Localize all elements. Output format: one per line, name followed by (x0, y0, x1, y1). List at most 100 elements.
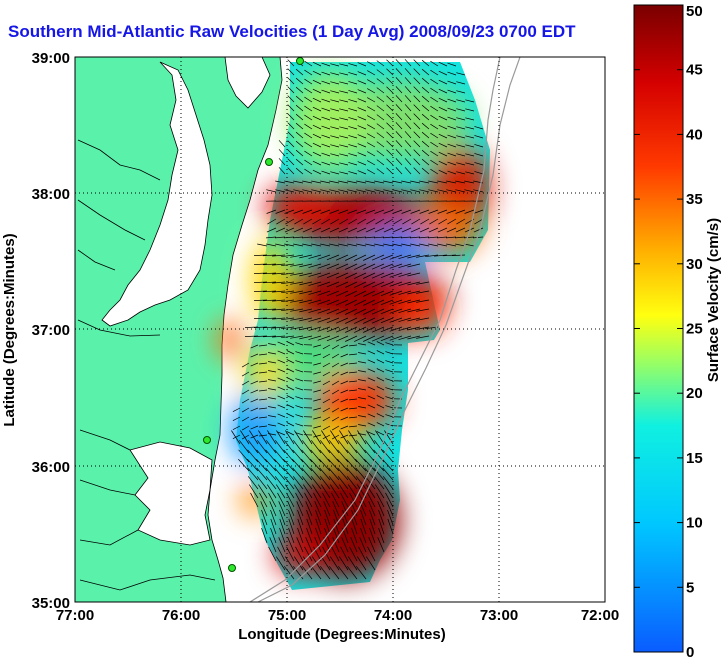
velocity-arrow (266, 189, 277, 193)
velocity-arrow (330, 99, 340, 103)
velocity-arrow (395, 95, 403, 103)
velocity-arrow (398, 326, 412, 332)
velocity-arrow (386, 131, 394, 139)
velocity-arrow (359, 537, 367, 553)
velocity-arrow (349, 380, 358, 383)
velocity-arrow (395, 131, 403, 139)
velocity-arrow (304, 114, 313, 121)
velocity-arrow (357, 556, 367, 571)
velocity-arrow (295, 158, 304, 166)
velocity-arrow (376, 422, 385, 427)
y-tick-label: 35:00 (32, 595, 70, 612)
velocity-arrow (326, 254, 340, 261)
velocity-arrow (268, 424, 277, 427)
velocity-arrow (313, 546, 322, 562)
velocity-arrow (319, 476, 331, 490)
velocity-arrow (326, 326, 340, 333)
velocity-arrow (256, 458, 268, 472)
velocity-arrow (421, 59, 430, 67)
velocity-arrow (312, 218, 322, 225)
velocity-arrow (279, 527, 286, 544)
velocity-arrow (389, 308, 403, 314)
velocity-arrows (231, 59, 484, 580)
velocity-arrow (456, 171, 466, 175)
velocity-arrow (321, 218, 331, 225)
velocity-arrow (413, 131, 421, 139)
velocity-arrow (286, 359, 295, 364)
velocity-arrow (348, 153, 358, 157)
velocity-arrow (311, 227, 322, 233)
velocity-arrow (305, 501, 313, 517)
velocity-arrow (290, 281, 304, 285)
velocity-arrow (421, 131, 430, 139)
velocity-arrow (287, 140, 295, 148)
velocity-arrow (446, 243, 457, 247)
velocity-arrow (284, 440, 295, 454)
velocity-arrow (274, 467, 286, 481)
velocity-field (218, 59, 490, 590)
velocity-arrow (395, 68, 403, 76)
velocity-arrow (308, 335, 322, 340)
velocity-arrow (389, 317, 403, 323)
velocity-arrow (367, 341, 376, 346)
velocity-arrow (367, 70, 376, 76)
velocity-arrow (367, 115, 376, 121)
velocity-arrow (266, 243, 277, 247)
velocity-arrow (311, 566, 322, 580)
velocity-arrow (456, 117, 466, 121)
velocity-arrow (287, 113, 295, 121)
velocity-arrow (378, 509, 385, 526)
velocity-arrow (347, 180, 358, 184)
velocity-arrow (320, 440, 331, 454)
velocity-arrow (302, 209, 313, 214)
velocity-arrow (312, 88, 322, 94)
velocity-arrow (386, 77, 394, 85)
velocity-arrow (284, 209, 295, 214)
velocity-arrow (296, 537, 304, 553)
velocity-arrow (446, 180, 457, 184)
velocity-arrow (250, 362, 259, 367)
velocity-arrow (416, 254, 430, 258)
velocity-arrow (288, 518, 295, 535)
velocity-arrow (293, 243, 304, 247)
velocity-arrow (295, 95, 304, 103)
velocity-arrow (326, 272, 340, 279)
velocity-arrow (303, 218, 313, 225)
velocity-arrow (340, 416, 349, 421)
velocity-arrow (348, 430, 358, 445)
velocity-arrow (322, 425, 331, 431)
velocity-arrow (373, 236, 385, 239)
velocity-arrow (301, 467, 313, 481)
velocity-arrow (286, 350, 295, 355)
velocity-arrow (266, 440, 277, 454)
velocity-arrow (419, 209, 430, 214)
velocity-arrow (447, 170, 457, 175)
velocity-arrow (404, 77, 412, 85)
velocity-arrow (330, 126, 340, 130)
velocity-arrow (292, 449, 304, 463)
velocity-arrow (454, 236, 466, 239)
velocity-arrow (281, 326, 295, 330)
velocity-arrow (256, 449, 268, 463)
velocity-arrow (430, 96, 439, 103)
velocity-arrow (267, 218, 277, 225)
velocity-arrow (438, 97, 448, 103)
velocity-arrow (401, 243, 412, 247)
velocity-arrow (375, 484, 385, 499)
velocity-arrow (331, 416, 340, 422)
velocity-arrow (376, 368, 385, 373)
velocity-arrow (339, 135, 349, 139)
velocity-arrow (447, 161, 457, 166)
velocity-arrow (385, 405, 394, 409)
velocity-arrow (421, 95, 430, 103)
velocity-arrow (464, 180, 475, 184)
velocity-arrow (367, 151, 376, 157)
velocity-arrow (428, 189, 439, 193)
velocity-arrow (421, 122, 430, 130)
velocity-arrow (276, 218, 286, 225)
velocity-arrow (330, 63, 340, 67)
velocity-arrow (357, 134, 367, 139)
velocity-arrow (367, 124, 376, 130)
velocity-arrow (348, 81, 358, 85)
velocity-arrow (395, 167, 403, 175)
